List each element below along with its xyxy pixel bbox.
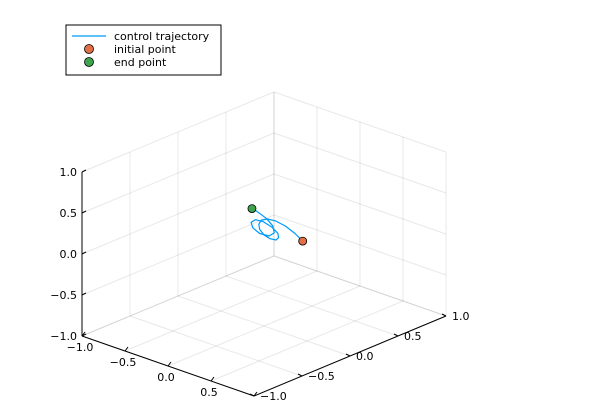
- grid-line: [81, 255, 275, 337]
- z-tick-label: 0.0: [60, 248, 78, 261]
- legend-end-swatch: [84, 57, 94, 67]
- z-tick-label: −1.0: [50, 330, 77, 343]
- x-tick-mark: [167, 361, 172, 367]
- z-tick-label: −0.5: [50, 289, 77, 302]
- y-tick-label: −1.0: [260, 390, 287, 400]
- x-tick-mark: [253, 391, 258, 397]
- grid-line: [177, 295, 351, 357]
- grid-line: [273, 255, 447, 317]
- x-tick-label: 0.0: [157, 371, 175, 384]
- grid-line: [273, 132, 447, 194]
- grid-line: [81, 214, 275, 296]
- x-tick-label: −1.0: [67, 341, 94, 354]
- series-line-trajectory: [250, 208, 304, 242]
- axes: [81, 169, 447, 397]
- legend: control trajectory initial point end poi…: [65, 24, 222, 76]
- grid-line: [81, 255, 275, 337]
- x-tick-label: 0.5: [200, 386, 218, 399]
- grid-line: [81, 91, 275, 173]
- z-tick-label: 0.5: [60, 207, 78, 220]
- legend-entry-trajectory: control trajectory: [114, 30, 210, 43]
- y-tick-mark: [345, 353, 351, 357]
- data-series: [247, 204, 308, 246]
- z-tick-label: 1.0: [60, 166, 78, 179]
- grid-line: [225, 275, 399, 337]
- grid-line: [81, 132, 275, 214]
- legend-entry-initial: initial point: [114, 43, 176, 56]
- y-tick-mark: [393, 333, 399, 337]
- grid-line: [167, 285, 361, 367]
- legend-initial-swatch: [84, 44, 94, 54]
- y-tick-label: 0.5: [404, 330, 422, 343]
- legend-entry-end: end point: [114, 56, 167, 69]
- y-tick-label: 1.0: [452, 310, 470, 323]
- x-tick-mark: [124, 346, 129, 352]
- x-tick-mark: [210, 376, 215, 382]
- z-tick-mark: [81, 251, 87, 255]
- grid-line: [273, 173, 447, 235]
- z-tick-mark: [81, 333, 87, 337]
- grid-lines: [81, 91, 447, 397]
- z-tick-mark: [81, 292, 87, 296]
- y-tick-label: −0.5: [308, 370, 335, 383]
- grid-line: [210, 300, 404, 382]
- grid-line: [273, 91, 447, 153]
- y-tick-mark: [441, 313, 447, 317]
- end-point-marker: [247, 204, 257, 214]
- grid-line: [273, 255, 447, 317]
- grid-line: [129, 315, 303, 377]
- x-tick-label: −0.5: [110, 356, 137, 369]
- grid-line: [81, 173, 275, 255]
- y-tick-label: 0.0: [356, 350, 374, 363]
- z-tick-mark: [81, 210, 87, 214]
- y-tick-mark: [297, 373, 303, 377]
- initial-point-marker: [298, 236, 308, 246]
- grid-line: [124, 270, 318, 352]
- z-tick-mark: [81, 169, 87, 173]
- grid-line: [273, 214, 447, 276]
- tick-labels: −1.0 −0.5 0.0 0.5 1.0 −1.0 −0.5 0.0 0.5 1.0 −1.0 −0…: [50, 166, 469, 400]
- y-tick-mark: [249, 393, 255, 397]
